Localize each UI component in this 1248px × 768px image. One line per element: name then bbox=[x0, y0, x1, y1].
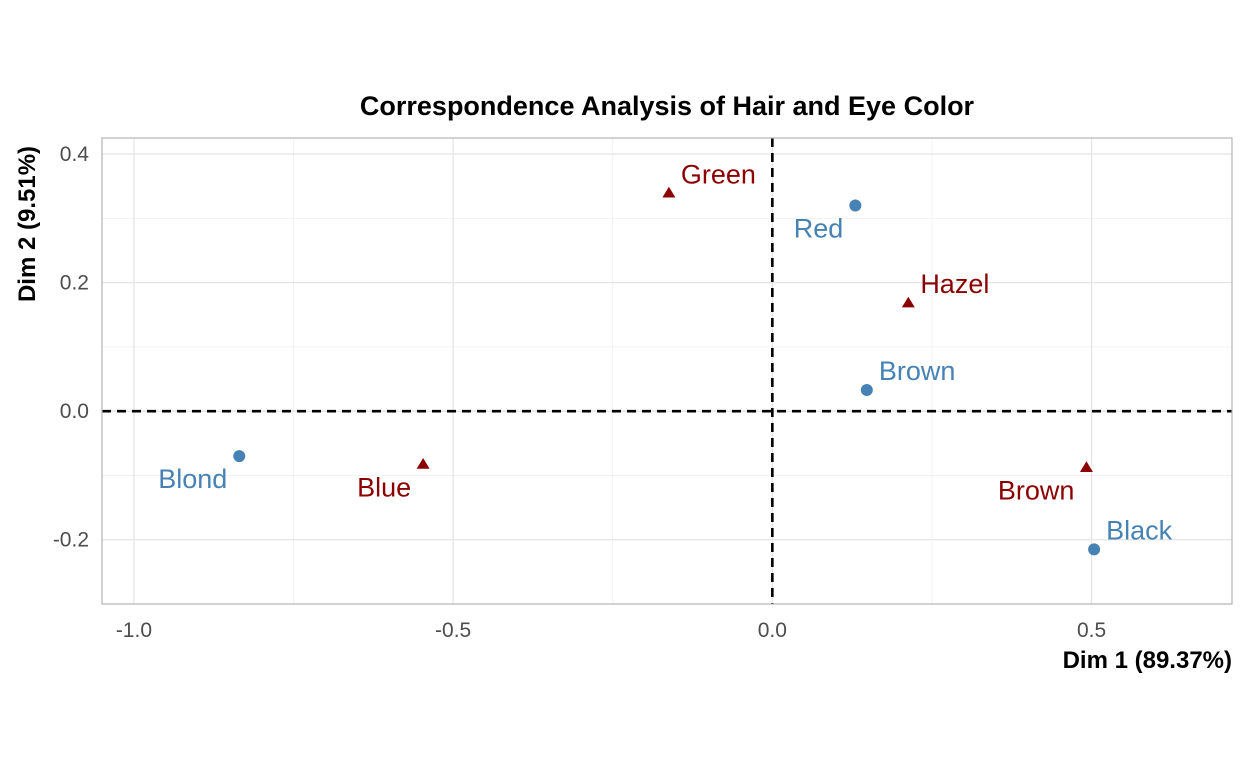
point-label: Brown bbox=[879, 356, 956, 386]
x-tick-label: 0.5 bbox=[1077, 619, 1106, 642]
circle-marker bbox=[860, 383, 873, 396]
point-label: Brown bbox=[998, 476, 1075, 506]
point-label: Black bbox=[1106, 515, 1173, 545]
x-axis-title: Dim 1 (89.37%) bbox=[1063, 647, 1232, 674]
y-tick-label: 0.0 bbox=[60, 400, 89, 423]
y-tick-label: 0.2 bbox=[60, 272, 89, 295]
y-tick-label: -0.2 bbox=[53, 529, 89, 552]
point-label: Blue bbox=[357, 473, 411, 503]
y-axis-title: Dim 2 (9.51%) bbox=[14, 146, 41, 302]
circle-marker bbox=[849, 199, 862, 212]
point-label: Red bbox=[794, 213, 844, 243]
plot-panel bbox=[101, 137, 1233, 605]
x-tick-label: 0.0 bbox=[758, 619, 787, 642]
chart-title: Correspondence Analysis of Hair and Eye … bbox=[360, 91, 975, 121]
reference-lines bbox=[102, 138, 1232, 604]
point-label: Hazel bbox=[920, 269, 989, 299]
grid bbox=[102, 138, 1232, 604]
tick-labels: -1.0 -0.5 0.0 0.5 -0.2 0.0 0.2 0.4 bbox=[53, 143, 1106, 642]
triangle-marker bbox=[662, 186, 676, 198]
point-label: Green bbox=[681, 159, 756, 189]
x-tick-label: -0.5 bbox=[435, 619, 471, 642]
y-tick-label: 0.4 bbox=[60, 143, 90, 166]
data-points: Black Brown Red Blond Brown Blue Hazel Green bbox=[158, 159, 1173, 556]
circle-marker bbox=[233, 450, 246, 463]
triangle-marker bbox=[1079, 461, 1093, 472]
point-label: Blond bbox=[158, 464, 227, 494]
triangle-marker bbox=[416, 458, 430, 469]
triangle-marker bbox=[901, 296, 915, 308]
circle-marker bbox=[1088, 543, 1101, 556]
x-tick-label: -1.0 bbox=[116, 619, 152, 642]
